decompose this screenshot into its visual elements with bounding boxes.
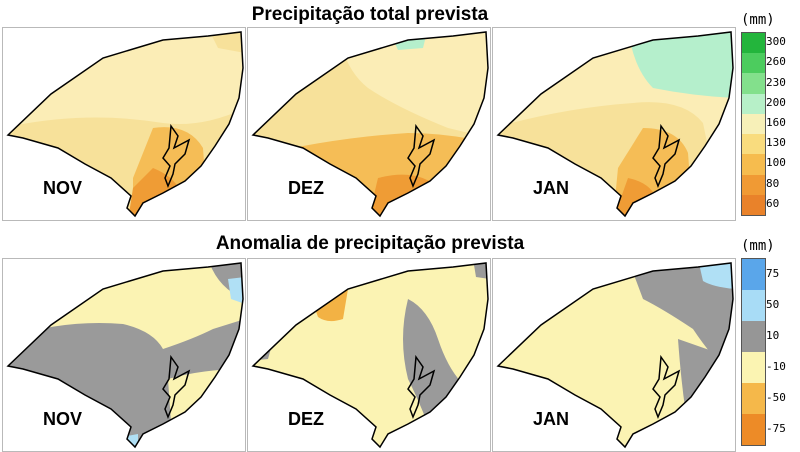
legend-swatch bbox=[742, 93, 765, 114]
legend-tick-label: 300 bbox=[766, 35, 786, 49]
map-panel-top-jan: JAN bbox=[492, 27, 736, 221]
month-label: JAN bbox=[533, 409, 570, 429]
month-label: DEZ bbox=[288, 409, 324, 429]
state-map bbox=[252, 31, 489, 217]
legend-tick-label: 230 bbox=[766, 75, 786, 89]
legend-swatch bbox=[742, 290, 765, 321]
legend-tick-label: 80 bbox=[766, 176, 780, 190]
legend-colorbar bbox=[741, 32, 766, 216]
legend-tick-label: 75 bbox=[766, 266, 780, 280]
legend-tick-label: -10 bbox=[766, 359, 786, 373]
state-map bbox=[497, 31, 734, 217]
top-title: Precipitação total prevista bbox=[251, 4, 489, 25]
legend-unit: (mm) bbox=[741, 12, 775, 28]
legend-colorbar bbox=[741, 258, 766, 446]
legend-swatch bbox=[742, 134, 765, 155]
legend-tick-label: -75 bbox=[766, 421, 786, 435]
legend-swatch bbox=[742, 113, 765, 135]
legend-swatch bbox=[742, 352, 765, 383]
map-panel-top-dez: DEZ bbox=[247, 27, 491, 221]
legend-precipitation: (mm) 300 260 230 200 160 130 100 80 60 bbox=[741, 12, 791, 222]
month-label: DEZ bbox=[288, 178, 324, 198]
month-label: JAN bbox=[533, 178, 570, 198]
legend-swatch bbox=[742, 33, 765, 54]
bottom-title: Anomalia de precipitação prevista bbox=[215, 233, 525, 254]
legend-swatch bbox=[742, 194, 765, 215]
legend-tick-label: 200 bbox=[766, 95, 786, 109]
legend-tick-label: 130 bbox=[766, 136, 786, 150]
map-panel-top-nov: NOV bbox=[2, 27, 246, 221]
legend-swatch bbox=[742, 73, 765, 94]
map-panel-bottom-nov: NOV bbox=[2, 258, 246, 452]
map-panel-bottom-dez: DEZ bbox=[247, 258, 491, 452]
state-map bbox=[7, 262, 244, 448]
legend-anomaly: (mm) 75 50 10 -10 -50 -75 bbox=[741, 238, 791, 448]
legend-tick-label: 50 bbox=[766, 297, 780, 311]
legend-unit: (mm) bbox=[741, 238, 775, 254]
legend-swatch bbox=[742, 53, 765, 74]
month-label: NOV bbox=[43, 409, 83, 429]
legend-swatch bbox=[742, 154, 765, 175]
month-label: NOV bbox=[43, 178, 83, 198]
state-map bbox=[7, 31, 244, 217]
legend-swatch bbox=[742, 383, 765, 414]
legend-tick-label: 160 bbox=[766, 116, 786, 129]
legend-swatch bbox=[742, 414, 765, 445]
legend-tick-label: 100 bbox=[766, 156, 786, 170]
legend-tick-label: 260 bbox=[766, 55, 786, 69]
state-map bbox=[252, 262, 489, 448]
legend-swatch bbox=[742, 321, 765, 352]
legend-swatch bbox=[742, 259, 765, 290]
map-panel-bottom-jan: JAN bbox=[492, 258, 736, 452]
legend-swatch bbox=[742, 174, 765, 195]
state-map bbox=[497, 262, 734, 448]
legend-tick-label: -50 bbox=[766, 390, 786, 404]
legend-tick-label: 60 bbox=[766, 196, 780, 210]
legend-tick-label: 10 bbox=[766, 328, 780, 342]
